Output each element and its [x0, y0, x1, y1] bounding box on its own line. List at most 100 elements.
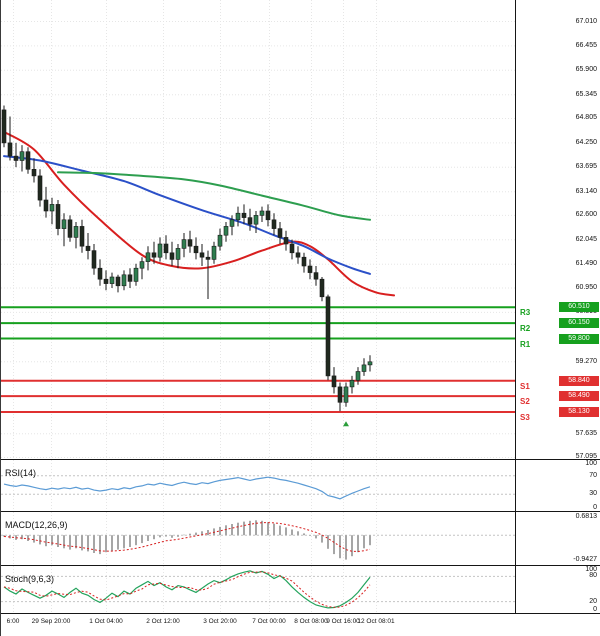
bear-candle — [295, 252, 301, 258]
stoch-label: Stoch(9,6,3) — [5, 574, 55, 584]
bear-candle — [37, 175, 43, 201]
time-axis-label: 1 Oct 04:00 — [89, 618, 123, 625]
bull-candle — [217, 234, 223, 247]
bear-candle — [199, 252, 205, 258]
up-arrow-marker — [343, 421, 349, 427]
bear-candle — [307, 265, 313, 273]
bear-candle — [241, 212, 247, 218]
pivot-label-r2: R2 — [520, 324, 531, 333]
bear-candle — [319, 278, 325, 298]
bear-candle — [91, 250, 97, 269]
pivot-badge-r3: 60.510 — [559, 302, 599, 312]
stoch-scale-label: 0 — [593, 606, 597, 613]
price-axis-label: 61.490 — [575, 260, 597, 267]
time-axis-label: 7 Oct 00:00 — [252, 618, 286, 625]
pivot-label-s1: S1 — [520, 382, 530, 391]
price-chart-panel[interactable]: 67.010 66.455 65.900 65.345 64.805 64.250 63.6… — [1, 0, 600, 459]
macd-panel[interactable]: MACD(12,26,9) 0.6813 -0.9427 — [1, 512, 600, 565]
time-axis-label: 6:00 — [6, 618, 20, 625]
bull-candle — [229, 219, 235, 227]
macd-scale-label: 0.6813 — [575, 513, 597, 520]
price-axis-label: 60.950 — [575, 284, 597, 291]
bull-candle — [139, 261, 145, 269]
bull-candle — [361, 364, 367, 372]
price-plot-surface[interactable] — [1, 0, 516, 459]
stoch-scale-label: 80 — [589, 572, 597, 579]
price-axis-label: 65.345 — [575, 91, 597, 98]
pivot-label-s2: S2 — [520, 397, 530, 406]
bear-candle — [79, 226, 85, 247]
pivot-badge-s2: 58.490 — [559, 391, 599, 401]
bear-candle — [337, 386, 343, 403]
stoch-scale-label: 100 — [585, 566, 597, 573]
bear-candle — [169, 252, 175, 260]
pivot-badge-s1: 58.840 — [559, 376, 599, 386]
bear-candle — [313, 272, 319, 280]
price-axis-label: 63.140 — [575, 188, 597, 195]
macd-plot-surface[interactable] — [1, 512, 516, 565]
panel-separator[interactable] — [1, 511, 600, 512]
time-axis-label: 2 Oct 12:00 — [146, 618, 180, 625]
bear-candle — [97, 267, 103, 280]
bull-candle — [175, 248, 181, 260]
bear-candle — [127, 274, 133, 282]
price-axis-label: 63.695 — [575, 163, 597, 170]
bull-candle — [349, 379, 355, 388]
bear-candle — [277, 228, 283, 238]
bull-candle — [367, 361, 373, 366]
bear-candle — [205, 256, 211, 260]
bear-candle — [115, 276, 121, 287]
stoch-d-line — [3, 571, 371, 608]
bear-candle — [13, 155, 19, 161]
bull-candle — [133, 267, 139, 282]
time-axis-label: 29 Sep 20:00 — [31, 618, 71, 625]
bull-candle — [253, 215, 259, 225]
bear-candle — [289, 243, 295, 254]
time-axis-label: 9 Oct 16:00 — [326, 618, 360, 625]
stoch-scale-label: 20 — [589, 598, 597, 605]
rsi-scale-label: 0 — [593, 504, 597, 511]
pivot-label-r1: R1 — [520, 340, 531, 349]
stoch-panel[interactable]: Stoch(9,6,3) 100 80 20 0 — [1, 566, 600, 613]
stoch-k-line — [3, 570, 371, 609]
bull-candle — [211, 245, 217, 260]
pivot-badge-r2: 60.150 — [559, 318, 599, 328]
bull-candle — [49, 204, 55, 212]
rsi-panel[interactable]: RSI(14) 100 70 30 0 — [1, 460, 600, 511]
macd-scale-label: -0.9427 — [573, 556, 597, 563]
time-axis[interactable]: 6:00 29 Sep 20:00 1 Oct 04:00 2 Oct 12:00 3 … — [1, 614, 600, 636]
bull-candle — [109, 276, 115, 284]
rsi-scale-label: 30 — [589, 490, 597, 497]
bear-candle — [247, 217, 253, 225]
bear-candle — [325, 296, 331, 377]
bear-candle — [7, 142, 13, 157]
bear-candle — [67, 219, 73, 238]
bear-candle — [55, 204, 61, 229]
bull-candle — [235, 212, 241, 221]
pivot-label-s3: S3 — [520, 413, 530, 422]
bull-candle — [121, 274, 127, 287]
price-axis-label: 66.455 — [575, 42, 597, 49]
rsi-plot-surface[interactable] — [1, 460, 516, 511]
bear-candle — [265, 210, 271, 221]
bear-candle — [151, 252, 157, 258]
ma-slow-green-line — [57, 171, 371, 221]
bull-candle — [181, 239, 187, 249]
bull-candle — [61, 219, 67, 229]
macd-label: MACD(12,26,9) — [5, 520, 68, 530]
time-axis-label: 12 Oct 08:01 — [357, 618, 395, 625]
rsi-label: RSI(14) — [5, 468, 37, 478]
price-axis-label: 67.010 — [575, 18, 597, 25]
bear-candle — [271, 219, 277, 229]
bull-candle — [73, 226, 79, 238]
bull-candle — [157, 243, 163, 258]
price-axis-label: 57.095 — [575, 453, 597, 459]
panel-separator[interactable] — [1, 565, 600, 566]
panel-separator[interactable] — [1, 459, 600, 460]
bear-candle — [163, 243, 169, 254]
stoch-plot-surface[interactable] — [1, 566, 516, 613]
bear-candle — [43, 199, 49, 212]
price-axis-label: 64.250 — [575, 139, 597, 146]
panel-separator[interactable] — [1, 613, 600, 614]
bear-candle — [103, 278, 109, 284]
